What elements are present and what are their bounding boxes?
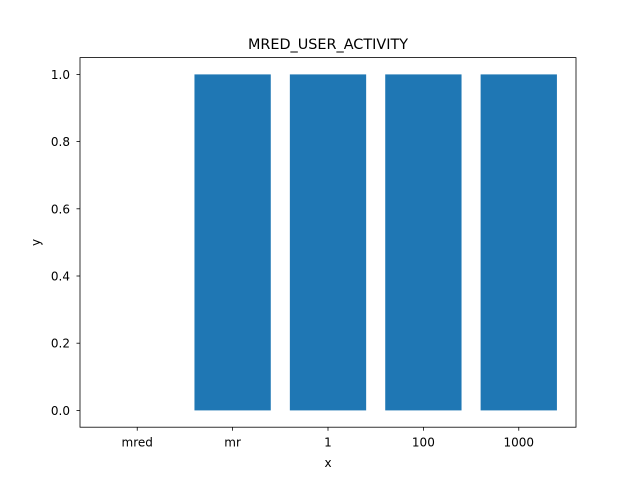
chart-title: MRED_USER_ACTIVITY [248,37,408,53]
y-tick-label: 1.0 [51,68,70,82]
y-tick-label: 0.2 [51,337,70,351]
bar-mr [194,74,271,411]
bar-1000 [480,74,557,411]
bars-layer [194,74,557,411]
plot-frame [79,57,577,428]
y-tick-label: 0.4 [51,270,70,284]
y-tick-label: 0.8 [51,135,70,149]
x-tick-label: 100 [412,436,435,450]
y-axis-label: y [29,239,43,246]
x-tick-label: 1000 [503,436,534,450]
x-tick-label: mr [224,436,241,450]
ticks-layer: mred mr 1 100 1000 0.0 0.2 0.4 0.6 0.8 1.0 [51,68,534,450]
y-tick-label: 0.6 [51,202,70,216]
bar-1 [289,74,367,411]
y-tick-label: 0.0 [51,404,70,418]
x-tick-label: mred [122,436,153,450]
x-tick-label: 1 [324,436,332,450]
x-axis-label: x [324,456,331,470]
bar-100 [385,74,462,411]
